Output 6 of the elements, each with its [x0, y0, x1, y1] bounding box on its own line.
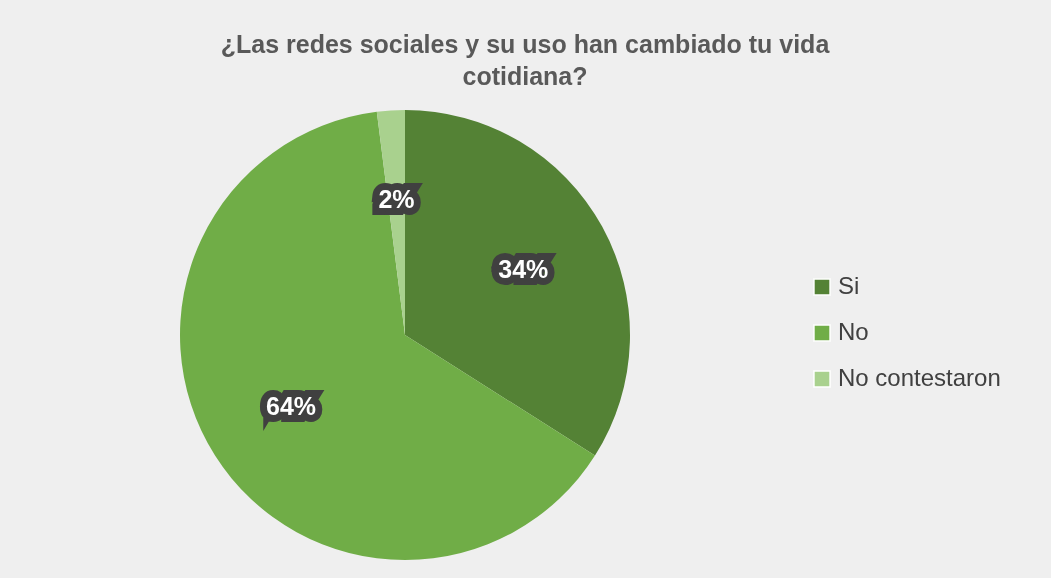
legend-label: Si	[838, 272, 860, 299]
chart-title: ¿Las redes sociales y su uso han cambiado tu vida cotidiana?	[220, 30, 831, 90]
pie-slice	[180, 111, 595, 560]
legend-label: No contestaron	[838, 364, 1001, 391]
data-label: 34%	[498, 254, 549, 283]
legend-label: No	[838, 318, 869, 345]
